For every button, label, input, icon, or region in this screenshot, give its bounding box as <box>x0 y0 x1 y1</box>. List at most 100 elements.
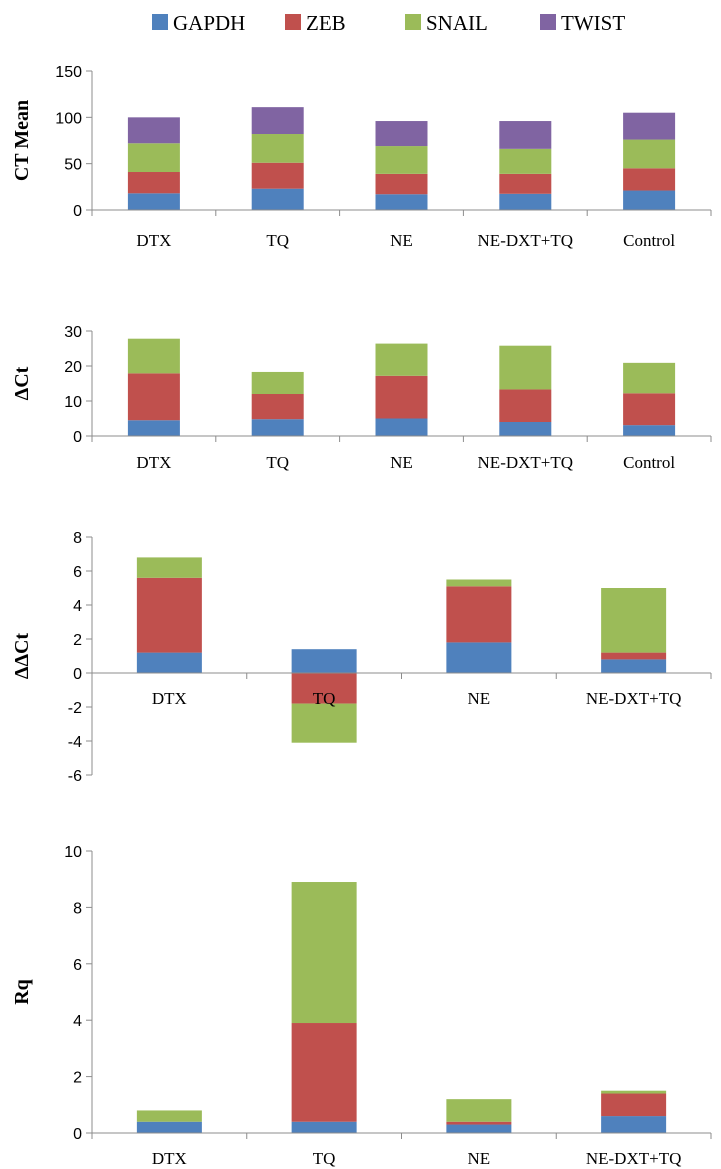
bar-gapdh <box>446 1124 512 1133</box>
y-tick-label: 2 <box>73 1070 82 1087</box>
bar-snail <box>446 1099 512 1122</box>
y-axis-title: CT Mean <box>11 100 33 181</box>
chart-panel-1: 0 50 100 150 DTX TQ NE NE-DXT+TQ Control CT Mean <box>11 64 712 250</box>
bar-snail <box>446 579 512 587</box>
bar-zeb <box>375 375 428 419</box>
bar-snail <box>136 557 202 578</box>
bar-zeb <box>601 652 667 660</box>
bar-zeb <box>251 394 304 420</box>
y-tick-label: 150 <box>55 64 82 81</box>
y-tick-label: 10 <box>64 394 82 411</box>
y-tick-label: -2 <box>68 700 82 717</box>
y-tick-label: 8 <box>73 900 82 917</box>
bar-zeb <box>136 577 202 653</box>
y-tick-label: 8 <box>73 530 82 547</box>
legend-swatch-twist <box>540 14 556 30</box>
bar-snail <box>623 139 676 169</box>
bar-zeb <box>623 168 676 191</box>
bar-zeb <box>291 673 357 704</box>
y-tick-label: 6 <box>73 957 82 974</box>
y-tick-label: 0 <box>73 203 82 220</box>
y-tick-label: -6 <box>68 768 82 785</box>
y-tick-label: 4 <box>73 598 82 615</box>
bar-twist <box>499 121 552 149</box>
bar-snail <box>127 338 180 374</box>
y-axis-title: Rq <box>11 979 33 1005</box>
chart-panel-4: 0 2 4 6 8 10 DTX TQ NE NE-DXT+TQ Rq <box>11 844 712 1168</box>
bar-zeb <box>623 393 676 426</box>
bar-zeb <box>499 389 552 422</box>
bar-gapdh <box>446 642 512 673</box>
legend-swatch-gapdh <box>152 14 168 30</box>
y-tick-label: 50 <box>64 157 82 174</box>
bar-gapdh <box>136 652 202 673</box>
y-tick-label: 4 <box>73 1013 82 1030</box>
x-tick-label: NE-DXT+TQ <box>586 689 682 708</box>
y-tick-label: 20 <box>64 359 82 376</box>
bar-zeb <box>251 162 304 189</box>
bar-snail <box>623 362 676 394</box>
y-tick-label: 0 <box>73 666 82 683</box>
bar-gapdh <box>375 194 428 210</box>
x-tick-label: NE <box>468 1149 491 1168</box>
bar-snail <box>136 1110 202 1122</box>
bar-gapdh <box>601 1116 667 1133</box>
bar-gapdh <box>291 649 357 673</box>
x-tick-label: NE-DXT+TQ <box>478 453 574 472</box>
x-tick-label: NE <box>390 453 413 472</box>
y-axis-title: ΔΔCt <box>11 633 33 680</box>
legend: GAPDH ZEB SNAIL TWIST <box>152 11 625 35</box>
bar-twist <box>127 117 180 144</box>
bar-snail <box>251 371 304 394</box>
bar-gapdh <box>499 422 552 436</box>
bar-snail <box>499 148 552 174</box>
bar-gapdh <box>601 659 667 673</box>
bar-twist <box>623 112 676 140</box>
bar-twist <box>375 121 428 147</box>
x-tick-label: DTX <box>152 689 187 708</box>
bar-zeb <box>446 586 512 643</box>
y-tick-label: 100 <box>55 110 82 127</box>
y-tick-label: 10 <box>64 844 82 861</box>
legend-swatch-snail <box>405 14 421 30</box>
bar-zeb <box>127 373 180 421</box>
chart-panel-3: -6 -4 -2 0 2 4 6 8 DTX TQ NE NE-DXT+TQ ΔΔCt <box>11 530 712 785</box>
legend-item-twist: TWIST <box>540 11 625 35</box>
y-tick-label: 0 <box>73 1126 82 1143</box>
x-tick-label: TQ <box>266 453 289 472</box>
x-tick-label: DTX <box>152 1149 187 1168</box>
bar-zeb <box>127 172 180 194</box>
bar-gapdh <box>127 193 180 210</box>
bar-snail <box>291 703 357 743</box>
y-tick-label: 2 <box>73 632 82 649</box>
legend-label-snail: SNAIL <box>426 11 488 35</box>
y-tick-label: -4 <box>68 734 82 751</box>
bar-snail <box>291 882 357 1024</box>
x-tick-label: Control <box>623 231 675 250</box>
bar-gapdh <box>291 1121 357 1133</box>
x-tick-label: TQ <box>313 689 336 708</box>
bar-zeb <box>291 1023 357 1122</box>
chart-panel-2: 0 10 20 30 DTX TQ NE NE-DXT+TQ Control ΔCt <box>11 324 712 472</box>
bar-snail <box>375 146 428 174</box>
bar-zeb <box>601 1093 667 1117</box>
legend-item-zeb: ZEB <box>285 11 346 35</box>
bar-snail <box>601 1090 667 1094</box>
legend-swatch-zeb <box>285 14 301 30</box>
bar-zeb <box>499 173 552 194</box>
y-axis-title: ΔCt <box>11 366 33 400</box>
x-tick-label: NE-DXT+TQ <box>478 231 574 250</box>
bar-zeb <box>375 173 428 195</box>
legend-label-gapdh: GAPDH <box>173 11 245 35</box>
y-tick-label: 30 <box>64 324 82 341</box>
legend-item-gapdh: GAPDH <box>152 11 245 35</box>
bar-snail <box>601 588 667 653</box>
y-tick-label: 6 <box>73 564 82 581</box>
legend-label-twist: TWIST <box>561 11 625 35</box>
bar-snail <box>251 134 304 163</box>
x-tick-label: NE <box>390 231 413 250</box>
x-tick-label: DTX <box>136 231 171 250</box>
bar-gapdh <box>623 190 676 210</box>
bar-gapdh <box>623 425 676 436</box>
